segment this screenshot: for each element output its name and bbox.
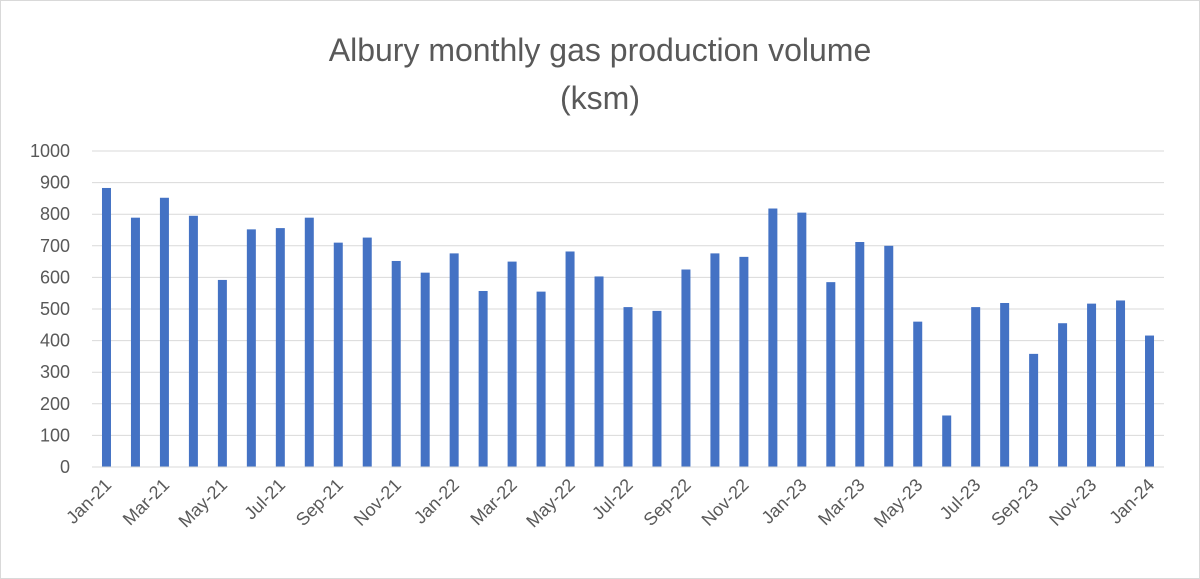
bar	[217, 279, 227, 467]
bar	[739, 256, 749, 467]
y-tick-label: 0	[60, 457, 70, 477]
y-tick-label: 900	[40, 173, 70, 193]
chart-title: Albury monthly gas production volume (ks…	[0, 26, 1200, 122]
x-tick-label: Jul-23	[936, 475, 985, 524]
bar	[710, 253, 720, 467]
x-tick-label: Nov-22	[698, 475, 753, 530]
y-tick-label: 200	[40, 394, 70, 414]
bar	[130, 217, 140, 467]
bar	[362, 237, 372, 467]
x-tick-label: May-22	[522, 475, 579, 532]
x-tick-label: Sep-22	[640, 475, 695, 530]
bars	[101, 187, 1155, 468]
y-tick-label: 700	[40, 236, 70, 256]
bar	[855, 242, 865, 467]
y-tick-label: 300	[40, 362, 70, 382]
bar	[594, 276, 604, 467]
x-tick-label: May-21	[175, 475, 232, 532]
y-tick-label: 600	[40, 267, 70, 287]
y-tick-label: 1000	[30, 141, 70, 161]
bar	[884, 245, 894, 467]
x-tick-label: Jan-23	[758, 475, 811, 528]
x-tick-label: Jan-22	[410, 475, 463, 528]
bar	[391, 260, 401, 467]
x-tick-label: Mar-22	[466, 475, 520, 529]
bar	[1116, 300, 1126, 467]
y-tick-label: 400	[40, 331, 70, 351]
bar	[275, 228, 285, 467]
bar	[1029, 353, 1039, 467]
bar	[507, 261, 517, 467]
bar	[1000, 302, 1010, 467]
bar	[304, 217, 314, 467]
x-tick-label: Jan-21	[62, 475, 115, 528]
chart-title-line-2: (ksm)	[560, 80, 640, 116]
y-axis-ticks: 0 100 200 300 400 500 600 700 800 900 1000	[30, 141, 70, 477]
y-tick-label: 500	[40, 299, 70, 319]
x-tick-label: Nov-23	[1045, 475, 1100, 530]
bar	[797, 212, 807, 467]
x-tick-label: Nov-21	[350, 475, 405, 530]
x-tick-label: Jul-21	[240, 475, 289, 524]
bar	[333, 242, 343, 467]
bar	[623, 307, 633, 467]
bar	[1087, 303, 1097, 467]
bar	[768, 208, 778, 467]
bar	[1058, 323, 1068, 467]
bar	[565, 251, 575, 467]
bar	[942, 415, 952, 467]
y-tick-label: 800	[40, 204, 70, 224]
x-tick-label: Sep-21	[292, 475, 347, 530]
x-tick-label: Jul-22	[588, 475, 637, 524]
bar	[1145, 335, 1155, 467]
bar	[420, 272, 430, 467]
bar	[101, 187, 111, 468]
bar	[971, 307, 981, 467]
x-tick-label: Mar-21	[119, 475, 173, 529]
y-tick-label: 100	[40, 425, 70, 445]
bar	[826, 282, 836, 467]
bar	[188, 215, 198, 467]
x-tick-label: Sep-23	[987, 475, 1042, 530]
bar	[246, 229, 256, 467]
x-tick-label: Mar-23	[814, 475, 868, 529]
bar	[681, 269, 691, 467]
bar	[536, 291, 546, 467]
bar	[449, 253, 459, 467]
bar	[652, 310, 662, 467]
bar	[159, 197, 169, 467]
x-tick-label: May-23	[870, 475, 927, 532]
chart-title-line-1: Albury monthly gas production volume	[328, 32, 872, 68]
x-tick-label: Jan-24	[1105, 475, 1158, 528]
bar	[913, 321, 923, 467]
x-axis-ticks: Jan-21 Mar-21 May-21 Jul-21 Sep-21 Nov-21 Jan-…	[62, 475, 1158, 532]
bar	[478, 290, 488, 467]
